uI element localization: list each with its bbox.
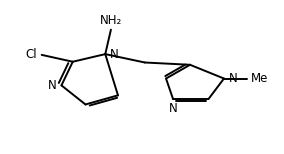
Text: Me: Me [251, 72, 268, 85]
Text: N: N [229, 72, 238, 85]
Text: N: N [110, 48, 119, 61]
Text: N: N [169, 102, 178, 115]
Text: NH₂: NH₂ [100, 14, 122, 27]
Text: Cl: Cl [26, 48, 37, 61]
Text: N: N [48, 79, 56, 92]
